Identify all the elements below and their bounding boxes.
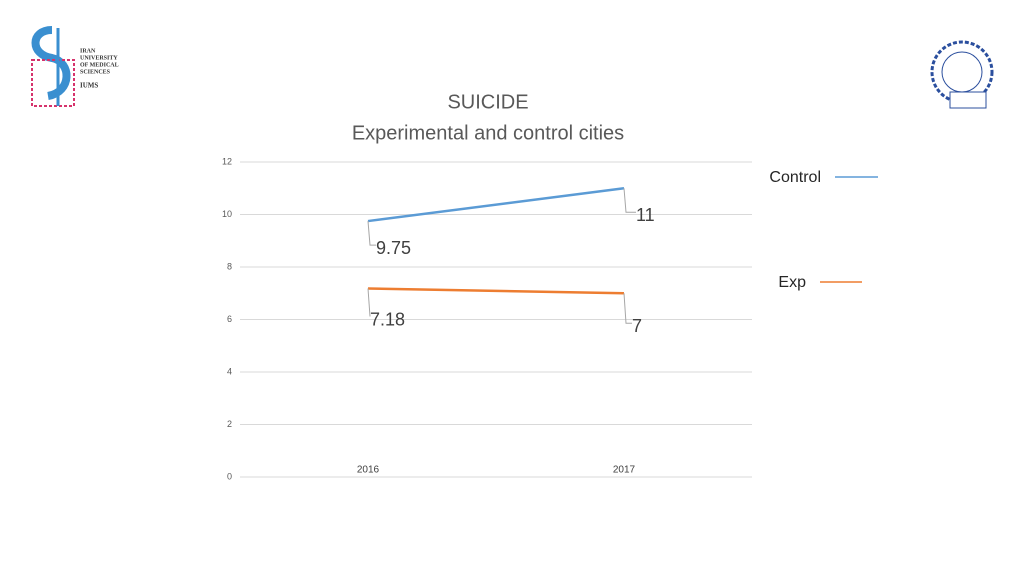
left-logo bbox=[31, 26, 75, 107]
logo-text: OF MEDICAL bbox=[80, 62, 119, 68]
data-label: 11 bbox=[636, 205, 655, 225]
x-tick-label: 2017 bbox=[613, 465, 636, 476]
leader-line bbox=[623, 293, 632, 324]
chart-subtitle: Experimental and control cities bbox=[352, 122, 624, 144]
line-series bbox=[367, 287, 625, 295]
line-series bbox=[367, 187, 625, 223]
y-tick-label: 0 bbox=[227, 471, 232, 481]
logo-text: SCIENCES bbox=[80, 69, 111, 75]
data-label: 9.75 bbox=[376, 238, 411, 258]
y-tick-label: 4 bbox=[227, 366, 232, 376]
logo-text: UNIVERSITY bbox=[80, 55, 118, 61]
logo-acronym: IUMS bbox=[80, 82, 98, 90]
y-tick-label: 12 bbox=[222, 156, 232, 166]
chart-title: SUICIDE bbox=[447, 91, 528, 113]
y-tick-label: 8 bbox=[227, 261, 232, 271]
data-label: 7 bbox=[632, 316, 642, 336]
y-tick-label: 2 bbox=[227, 419, 232, 429]
y-tick-label: 10 bbox=[222, 209, 232, 219]
right-logo bbox=[930, 40, 994, 109]
leader-line bbox=[367, 221, 376, 246]
leader-line bbox=[623, 188, 636, 213]
leader-line bbox=[367, 288, 371, 317]
logo-text: IRAN bbox=[80, 48, 96, 54]
x-tick-label: 2016 bbox=[357, 465, 380, 476]
y-tick-label: 6 bbox=[227, 314, 232, 324]
legend-label: Control bbox=[769, 169, 821, 186]
data-label: 7.18 bbox=[370, 309, 405, 329]
legend-label: Exp bbox=[778, 274, 806, 291]
